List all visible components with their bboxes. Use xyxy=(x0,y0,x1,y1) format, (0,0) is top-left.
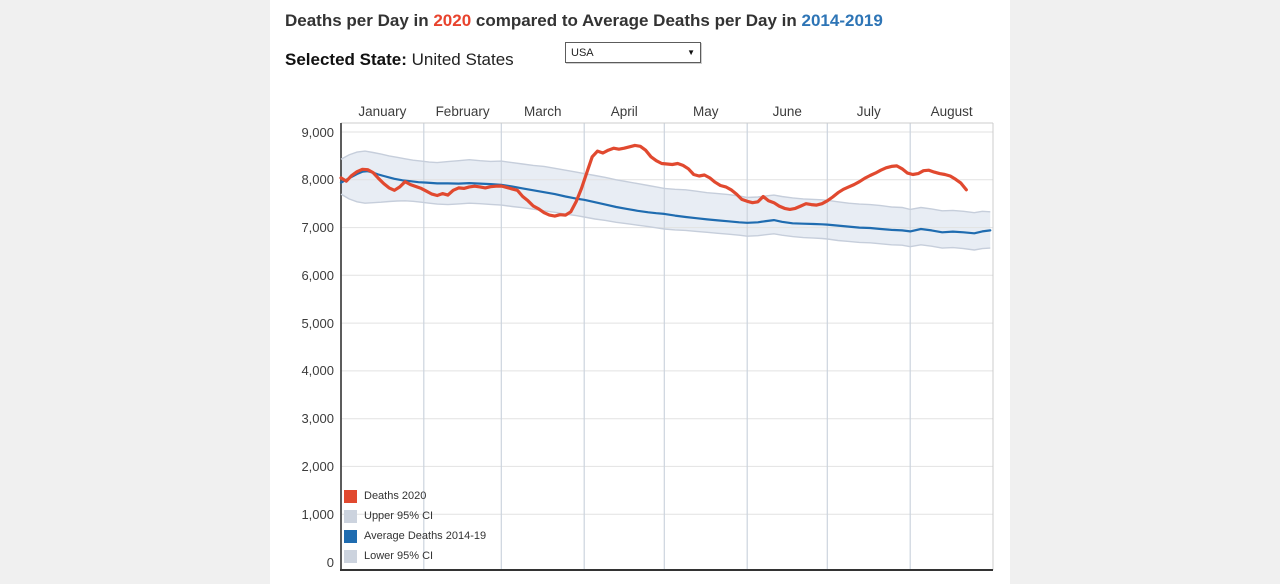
legend-item: Lower 95% CI xyxy=(344,546,486,566)
selected-state-value: United States xyxy=(411,50,514,69)
state-dropdown-value: USA xyxy=(571,46,594,59)
month-label-january: January xyxy=(358,104,407,119)
y-tick-label: 1,000 xyxy=(301,506,334,522)
y-tick-label: 3,000 xyxy=(301,411,334,427)
y-tick-label: 0 xyxy=(326,554,334,570)
state-dropdown[interactable]: USA ▼ xyxy=(565,42,701,63)
month-label-march: March xyxy=(523,104,562,119)
page-title: Deaths per Day in 2020 compared to Avera… xyxy=(285,11,883,31)
y-tick-label: 6,000 xyxy=(301,267,334,283)
upper-ci-line xyxy=(340,150,991,214)
legend-swatch-icon xyxy=(344,529,357,543)
legend-swatch-icon xyxy=(344,489,357,503)
y-tick-label: 5,000 xyxy=(301,315,334,331)
legend-swatch-icon xyxy=(344,549,357,563)
chart-legend: Deaths 2020 Upper 95% CI Average Deaths 20… xyxy=(344,486,486,566)
selected-state-row: Selected State: United States xyxy=(285,50,514,70)
legend-label: Upper 95% CI xyxy=(364,510,434,522)
month-label-february: February xyxy=(435,104,490,119)
title-part-3: compared to Average Deaths per Day in xyxy=(471,11,802,30)
legend-item: Deaths 2020 xyxy=(344,486,486,506)
average-deaths-line xyxy=(339,170,992,235)
selected-state-label: Selected State: xyxy=(285,50,407,69)
legend-swatch-icon xyxy=(344,509,357,523)
legend-item: Upper 95% CI xyxy=(344,506,486,526)
month-label-july: July xyxy=(856,104,881,119)
month-label-april: April xyxy=(610,104,638,119)
content-panel: Deaths per Day in 2020 compared to Avera… xyxy=(270,0,1010,584)
y-tick-label: 2,000 xyxy=(301,458,334,474)
title-part-1: Deaths per Day in xyxy=(285,11,434,30)
legend-item: Average Deaths 2014-19 xyxy=(344,526,486,546)
title-years-2014-2019: 2014-2019 xyxy=(801,11,883,30)
y-tick-label: 9,000 xyxy=(301,124,334,140)
legend-label: Deaths 2020 xyxy=(364,490,427,502)
chevron-down-icon: ▼ xyxy=(687,48,695,57)
legend-label: Average Deaths 2014-19 xyxy=(364,530,487,542)
deaths-2020-line xyxy=(339,143,968,218)
month-label-august: August xyxy=(930,104,973,119)
y-tick-label: 7,000 xyxy=(301,220,334,236)
y-tick-label: 8,000 xyxy=(301,172,334,188)
y-tick-label: 4,000 xyxy=(301,363,334,379)
lower-ci-line xyxy=(340,193,991,251)
legend-label: Lower 95% CI xyxy=(364,550,434,562)
month-label-may: May xyxy=(692,104,719,119)
title-year-2020: 2020 xyxy=(433,11,472,30)
month-label-june: June xyxy=(772,104,802,119)
